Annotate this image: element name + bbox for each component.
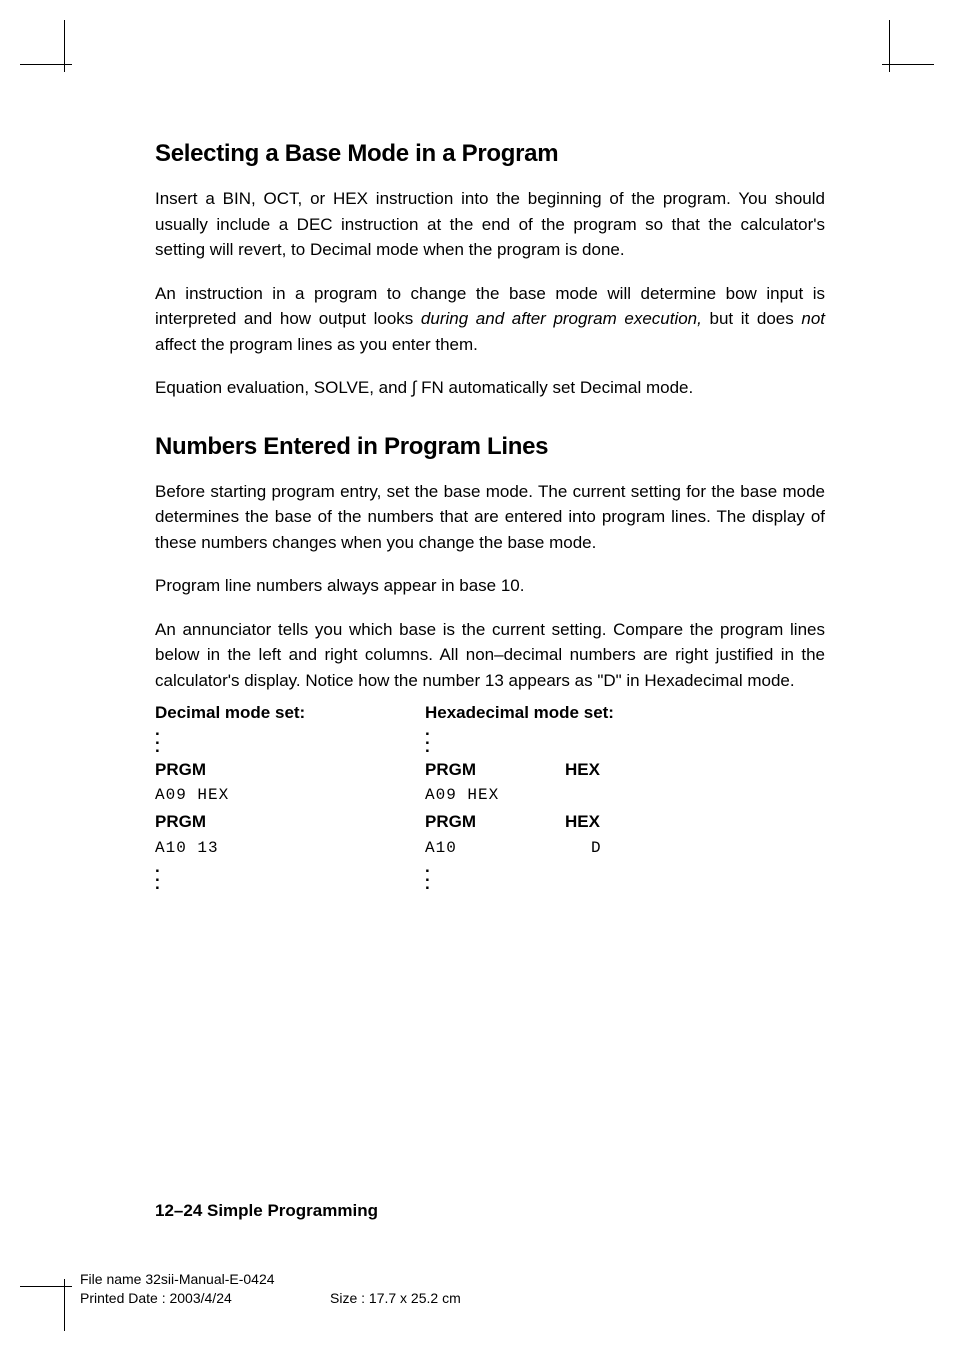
lcd-text: A09 HEX xyxy=(425,783,499,809)
file-info-row: Printed Date : 2003/4/24 Size : 17.7 x 2… xyxy=(80,1289,461,1309)
table-cell: PRGM xyxy=(155,808,425,835)
table-cell-group: A10 D xyxy=(425,836,705,862)
table-header: Hexadecimal mode set: xyxy=(425,699,614,726)
crop-mark xyxy=(64,20,65,72)
page-footer: 12–24 Simple Programming xyxy=(155,1201,378,1221)
lcd-text: D xyxy=(565,836,705,862)
dots-icon: ... xyxy=(155,863,425,889)
table-row: PRGM PRGM HEX xyxy=(155,808,825,835)
paragraph: Insert a BIN, OCT, or HEX instruction in… xyxy=(155,186,825,263)
text-italic: not xyxy=(801,309,825,328)
crop-mark xyxy=(889,20,890,72)
table-cell-group: PRGM HEX xyxy=(425,756,705,783)
file-info: File name 32sii-Manual-E-0424 Printed Da… xyxy=(80,1270,461,1309)
text-italic: during and after program execution, xyxy=(421,309,702,328)
dots-icon: ... xyxy=(425,726,430,752)
table-cell: PRGM xyxy=(425,808,565,835)
text: but it does xyxy=(702,309,802,328)
table-header-row: Decimal mode set: Hexadecimal mode set: xyxy=(155,699,825,726)
lcd-text: A10 13 xyxy=(155,836,425,862)
text: affect the program lines as you enter th… xyxy=(155,335,478,354)
size-text: Size : 17.7 x 25.2 cm xyxy=(330,1289,461,1309)
paragraph: An annunciator tells you which base is t… xyxy=(155,617,825,694)
paragraph: Before starting program entry, set the b… xyxy=(155,479,825,556)
table-cell: HEX xyxy=(565,756,705,783)
section-heading: Selecting a Base Mode in a Program xyxy=(155,140,825,168)
lcd-text: A10 xyxy=(425,836,565,862)
table-row: A10 13 A10 D xyxy=(155,836,825,862)
dots-icon: ... xyxy=(155,726,425,752)
printed-date-text: Printed Date : 2003/4/24 xyxy=(80,1289,330,1309)
section-heading: Numbers Entered in Program Lines xyxy=(155,433,825,461)
page-content: Selecting a Base Mode in a Program Inser… xyxy=(155,140,825,889)
table-header: Decimal mode set: xyxy=(155,699,425,726)
table-cell: PRGM xyxy=(425,756,565,783)
paragraph: Equation evaluation, SOLVE, and ∫ FN aut… xyxy=(155,375,825,401)
table-row: ... ... xyxy=(155,863,825,889)
table-cell: HEX xyxy=(565,808,705,835)
file-name-text: File name 32sii-Manual-E-0424 xyxy=(80,1270,461,1290)
table-row: A09 HEX A09 HEX xyxy=(155,783,825,809)
table-cell: PRGM xyxy=(155,756,425,783)
table-row: ... ... xyxy=(155,726,825,752)
lcd-text: A09 HEX xyxy=(155,783,425,809)
table-cell-group: PRGM HEX xyxy=(425,808,705,835)
crop-mark xyxy=(64,1279,65,1331)
dots-icon: ... xyxy=(425,863,430,889)
table-row: PRGM PRGM HEX xyxy=(155,756,825,783)
paragraph: An instruction in a program to change th… xyxy=(155,281,825,358)
paragraph: Program line numbers always appear in ba… xyxy=(155,573,825,599)
